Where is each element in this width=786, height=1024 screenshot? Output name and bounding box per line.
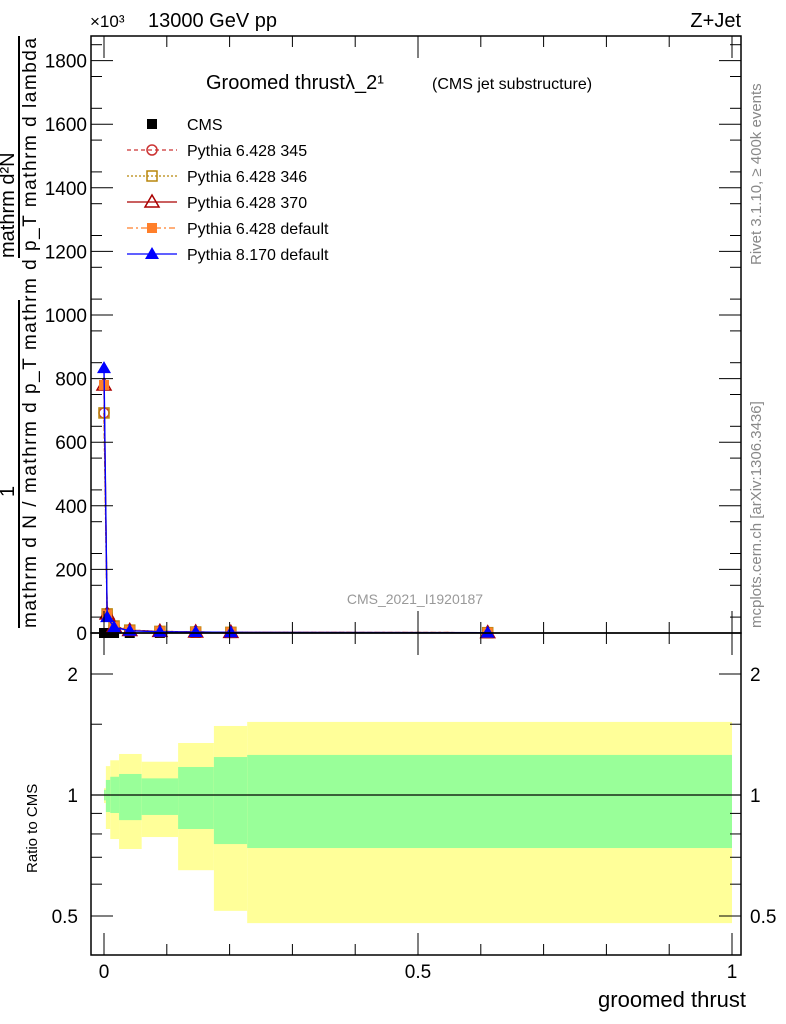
axis-ticks: 0 200 400 600 800 1000 1200 1400 1600 1800 0 0.5 1 0.… (45, 36, 776, 983)
plot-title: Groomed thrustλ_2¹ (206, 72, 384, 94)
y-tick-label: 1400 (45, 179, 87, 200)
y-tick-label: 800 (55, 370, 87, 391)
y-tick-label: 0 (76, 624, 87, 645)
green-band (119, 773, 142, 821)
ratio-y-tick-label: 0.5 (52, 907, 78, 928)
triangle-marker (188, 625, 203, 638)
ratio-bands (91, 721, 741, 924)
header-energy: 13000 GeV pp (148, 10, 277, 32)
triangle-marker (107, 620, 122, 633)
y-axis-label: 1 mathrm d²N mathrm d N / mathrm d p_T m… (0, 36, 41, 628)
ylabel-numerator: mathrm d²N (0, 152, 19, 258)
ylabel-denominator: mathrm d N / mathrm d p_T mathrm d p_T m… (20, 38, 41, 628)
triangle-marker (223, 625, 238, 638)
x-tick-label: 1 (727, 962, 738, 983)
legend: CMS Pythia 6.428 345 Pythia 6.428 346 Pythi… (127, 117, 329, 264)
open-circle-marker (146, 144, 158, 156)
y-tick-label: 600 (55, 433, 87, 454)
green-band (178, 766, 214, 830)
square-marker (147, 119, 157, 129)
plot-subtitle: (CMS jet substructure) (432, 76, 592, 93)
ratio-y-tick-label-right: 0.5 (750, 907, 776, 928)
mcplots-label: mcplots.cern.ch [arXiv:1306.3436] (748, 401, 765, 628)
green-band (247, 754, 732, 849)
y-tick-label: 1000 (45, 306, 87, 327)
y-tick-label: 400 (55, 497, 87, 518)
legend-label: Pythia 6.428 346 (187, 169, 307, 186)
rivet-label: Rivet 3.1.10, ≥ 400k events (748, 83, 765, 265)
triangle-marker (97, 361, 111, 374)
legend-label: Pythia 8.170 default (187, 247, 329, 264)
y-tick-label: 1600 (45, 115, 87, 136)
ratio-ylabel: Ratio to CMS (24, 784, 41, 873)
y-tick-label: 1200 (45, 242, 87, 263)
green-band (105, 779, 111, 813)
ratio-y-tick-label-right: 1 (750, 786, 761, 807)
header-exponent: ×10³ (90, 12, 125, 31)
y-tick-label: 1800 (45, 52, 87, 73)
triangle-marker (480, 625, 495, 638)
ratio-y-tick-label-right: 2 (750, 665, 761, 686)
y-tick-label: 200 (55, 560, 87, 581)
legend-label: Pythia 6.428 345 (187, 143, 307, 160)
ratio-y-tick-label: 2 (67, 665, 78, 686)
header-process: Z+Jet (690, 10, 741, 32)
legend-label: CMS (187, 117, 223, 134)
watermark: CMS_2021_I1920187 (347, 591, 483, 607)
square-marker (147, 223, 157, 233)
x-tick-label: 0.5 (405, 962, 431, 983)
legend-label: Pythia 6.428 default (187, 221, 329, 238)
legend-label: Pythia 6.428 370 (187, 195, 307, 212)
open-square-marker (146, 170, 158, 182)
open-triangle-marker (143, 193, 161, 208)
triangle-marker (145, 247, 159, 259)
ratio-frame (90, 632, 742, 956)
green-band (213, 757, 248, 845)
green-band (141, 778, 179, 815)
x-tick-label: 0 (99, 962, 110, 983)
ylabel-one: 1 (0, 486, 19, 497)
ratio-y-tick-label: 1 (67, 786, 78, 807)
x-axis-label: groomed thrust (598, 987, 746, 1012)
